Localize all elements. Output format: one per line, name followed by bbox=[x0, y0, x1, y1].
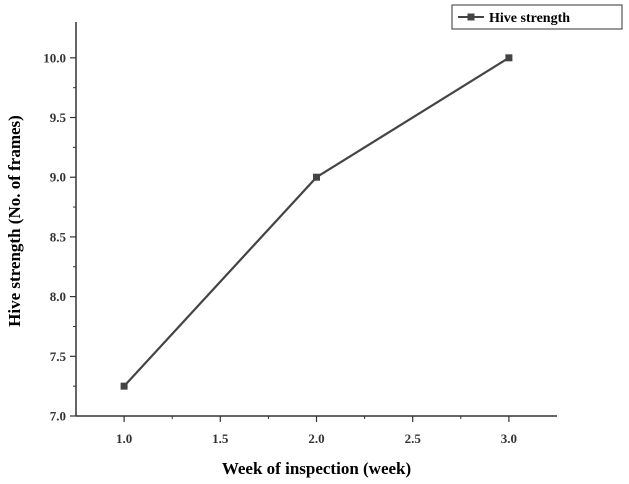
axes bbox=[75, 22, 557, 417]
series-layer bbox=[120, 54, 513, 390]
legend: Hive strength bbox=[451, 4, 623, 30]
y-tick-label: 9.0 bbox=[50, 170, 66, 185]
legend-square-marker bbox=[467, 13, 475, 21]
y-tick-label: 8.5 bbox=[50, 229, 67, 244]
x-tick-label: 1.0 bbox=[116, 431, 132, 446]
y-tick-label: 10.0 bbox=[43, 50, 66, 65]
y-axis-title: Hive strength (No. of frames) bbox=[5, 115, 24, 327]
x-axis-title: Week of inspection (week) bbox=[222, 459, 411, 478]
y-tick-label: 9.5 bbox=[50, 110, 67, 125]
legend-label: Hive strength bbox=[489, 11, 570, 26]
data-point-marker bbox=[505, 54, 513, 62]
y-axis-ticks: 7.0 7.5 8.0 8.5 9.0 9.5 10.0 bbox=[43, 50, 76, 424]
y-tick-label: 8.0 bbox=[50, 289, 66, 304]
x-tick-label: 2.0 bbox=[308, 431, 324, 446]
x-tick-label: 3.0 bbox=[501, 431, 517, 446]
data-point-marker bbox=[313, 173, 320, 181]
data-point-marker bbox=[120, 382, 128, 390]
x-axis-ticks: 1.0 1.5 2.0 2.5 3.0 bbox=[116, 416, 517, 446]
y-tick-label: 7.0 bbox=[50, 409, 66, 424]
series-line bbox=[123, 56, 510, 387]
x-tick-label: 1.5 bbox=[212, 431, 229, 446]
y-tick-label: 7.5 bbox=[50, 349, 67, 364]
x-tick-label: 2.5 bbox=[405, 431, 422, 446]
